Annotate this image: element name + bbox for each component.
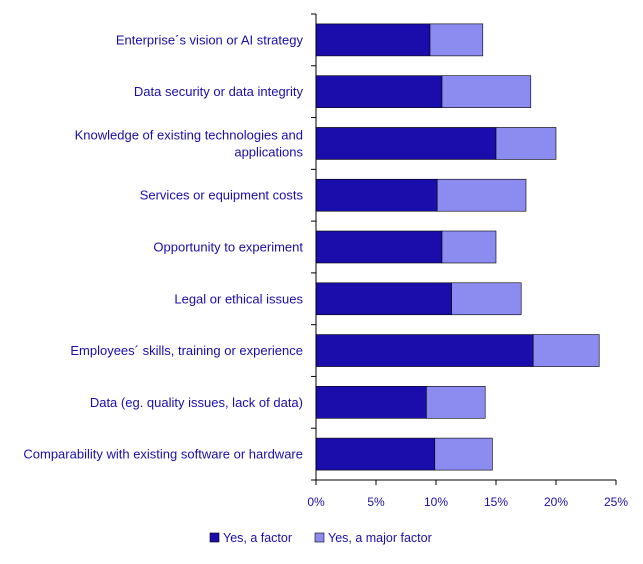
x-tick-label: 15%	[484, 495, 508, 509]
bar-segment-major-factor	[426, 386, 486, 419]
category-labels: Enterprise´s vision or AI strategy Data s…	[23, 32, 303, 461]
bar-segment-factor	[315, 178, 438, 212]
legend-swatch	[209, 532, 220, 543]
legend-swatch	[314, 532, 325, 543]
x-tick-label: 25%	[604, 495, 628, 509]
x-tick-labels: 0% 5% 10% 15% 20% 25%	[307, 495, 628, 509]
bar-segment-major-factor	[532, 334, 600, 367]
x-tick-label: 10%	[424, 495, 448, 509]
bar-segment-major-factor	[441, 75, 532, 108]
category-label: Enterprise´s vision or AI strategy	[116, 32, 304, 47]
bar-segment-factor	[315, 386, 427, 419]
bar-segment-factor	[315, 437, 436, 471]
bar-segment-major-factor	[434, 437, 493, 471]
x-tick-label: 20%	[544, 495, 568, 509]
bar-segment-factor	[315, 230, 443, 264]
axis-layer	[311, 13, 617, 485]
category-label: Data (eg. quality issues, lack of data)	[90, 395, 303, 410]
category-label: Services or equipment costs	[140, 188, 304, 203]
category-label: Data security or data integrity	[134, 84, 304, 99]
bar-segment-factor	[315, 282, 452, 316]
legend: Yes, a factor Yes, a major factor	[209, 531, 432, 545]
bar-segment-major-factor	[451, 282, 522, 316]
bar-segment-major-factor	[495, 127, 557, 160]
bar-segment-factor	[315, 75, 443, 108]
x-tick-label: 5%	[367, 495, 385, 509]
legend-label: Yes, a factor	[223, 531, 292, 545]
category-label: Knowledge of existing technologies and ap…	[75, 127, 304, 159]
legend-label: Yes, a major factor	[328, 531, 432, 545]
bar-segment-major-factor	[441, 230, 497, 264]
bar-segment-factor	[315, 127, 497, 160]
bar-segment-factor	[315, 23, 431, 57]
category-label: Comparability with existing software or …	[23, 447, 303, 462]
x-tick-label: 0%	[307, 495, 325, 509]
category-label: Employees´ skills, training or experienc…	[70, 343, 303, 358]
bar-segment-major-factor	[429, 23, 484, 57]
category-label: Legal or ethical issues	[174, 291, 303, 306]
bars-layer	[315, 23, 600, 471]
bar-segment-factor	[315, 334, 534, 367]
bar-segment-major-factor	[436, 178, 527, 212]
category-label: Opportunity to experiment	[153, 240, 303, 255]
